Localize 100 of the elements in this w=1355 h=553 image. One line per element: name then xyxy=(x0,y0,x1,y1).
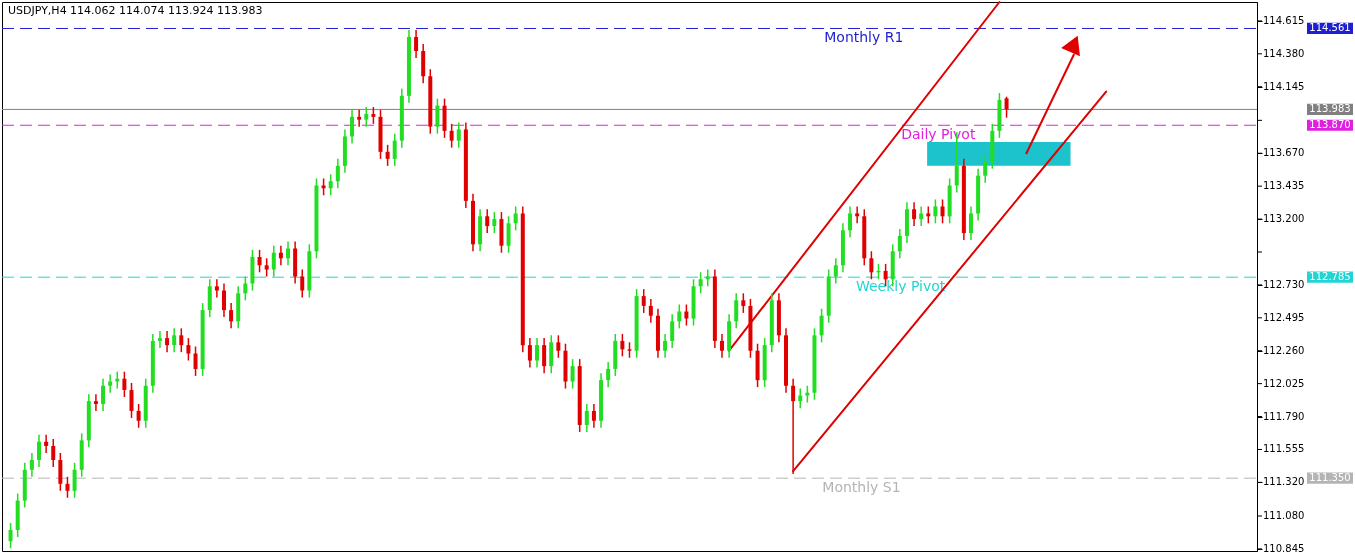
candlestick xyxy=(527,337,532,369)
candlestick xyxy=(179,327,184,353)
y-tick-label: 114.380 xyxy=(1263,47,1305,59)
ref-line-label: Monthly R1 xyxy=(824,29,904,46)
candlestick xyxy=(122,370,127,398)
candlestick xyxy=(264,257,269,278)
candlestick xyxy=(620,333,625,358)
candlestick xyxy=(93,393,98,412)
candlestick xyxy=(37,434,42,468)
candlestick xyxy=(549,334,554,374)
y-tick-label: 111.320 xyxy=(1263,476,1305,488)
candlestick xyxy=(435,97,440,135)
candlestick xyxy=(101,377,106,412)
candlestick xyxy=(193,345,198,377)
candlestick xyxy=(357,109,362,128)
candlestick xyxy=(172,327,177,353)
candlestick xyxy=(670,313,675,349)
candlestick xyxy=(912,201,917,227)
y-tick-label: 113.200 xyxy=(1263,213,1305,225)
candlestick xyxy=(933,198,938,225)
candlestick xyxy=(648,298,653,324)
candlestick xyxy=(165,330,170,353)
y-tick-label: 111.790 xyxy=(1263,410,1305,422)
candlestick xyxy=(456,121,461,149)
candlestick xyxy=(29,452,34,478)
candlestick xyxy=(364,106,369,128)
candlestick xyxy=(535,337,540,369)
candlestick xyxy=(506,215,511,254)
candlestick xyxy=(663,333,668,359)
candlestick xyxy=(968,205,973,241)
candlestick xyxy=(257,249,262,274)
y-tick-label: 114.615 xyxy=(1263,14,1305,26)
candlestick xyxy=(335,158,340,190)
candlestick xyxy=(65,476,70,499)
candlestick xyxy=(44,434,49,454)
y-tick-label: 114.145 xyxy=(1263,80,1305,92)
candlestick xyxy=(108,373,113,394)
candlestick xyxy=(350,109,355,145)
candlestick xyxy=(243,275,248,302)
candlestick xyxy=(72,462,77,499)
candlestick xyxy=(741,292,746,314)
text: 114.561 xyxy=(1309,22,1351,34)
candlestick xyxy=(556,334,561,359)
candlestick xyxy=(58,452,63,492)
candlestick xyxy=(919,205,924,227)
candlestick xyxy=(734,292,739,330)
candlestick xyxy=(300,268,305,299)
candlestick xyxy=(833,257,838,285)
candlestick xyxy=(698,271,703,295)
y-tick-label: 113.670 xyxy=(1263,147,1305,159)
candlestick xyxy=(855,205,860,225)
candlestick xyxy=(513,205,518,232)
y-tick-label: 113.435 xyxy=(1263,180,1305,192)
candlestick xyxy=(157,330,162,349)
y-tick-label: 112.730 xyxy=(1263,278,1305,290)
candlestick xyxy=(51,438,56,468)
candlestick xyxy=(719,333,724,359)
candlestick xyxy=(641,288,646,314)
candlestick xyxy=(271,244,276,278)
candlestick xyxy=(207,278,212,318)
text: 113.983 xyxy=(1309,103,1351,115)
candlestick xyxy=(570,358,575,390)
text: 112.785 xyxy=(1309,271,1351,283)
ref-line-label: Monthly S1 xyxy=(822,479,901,496)
candlestick xyxy=(542,337,547,374)
candlestick xyxy=(328,173,333,197)
candlestick xyxy=(684,303,689,327)
text: 113.870 xyxy=(1309,119,1351,131)
text: 111.350 xyxy=(1309,472,1351,484)
ref-line-label: Weekly Pivot xyxy=(855,278,946,295)
candlestick xyxy=(677,303,682,330)
candlestick xyxy=(1004,95,1009,119)
candlestick xyxy=(798,387,803,409)
candlestick xyxy=(414,29,419,59)
candlestick xyxy=(606,361,611,388)
candlestick xyxy=(385,144,390,167)
candlestick xyxy=(214,278,219,299)
y-tick-label: 111.080 xyxy=(1263,509,1305,521)
candlestick xyxy=(492,211,497,234)
candlestick xyxy=(136,403,141,429)
candlestick xyxy=(392,132,397,167)
candlestick xyxy=(940,198,945,225)
chart-title: USDJPY,H4 114.062 114.074 113.924 113.983 xyxy=(8,4,263,17)
candlestick xyxy=(897,228,902,260)
candlestick xyxy=(221,282,226,318)
candlestick xyxy=(286,240,291,267)
candlestick xyxy=(229,302,234,330)
candlestick xyxy=(591,403,596,429)
ref-line-label: Daily Pivot xyxy=(901,126,976,143)
candlestick xyxy=(186,337,191,362)
candlestick xyxy=(848,205,853,239)
candlestick xyxy=(485,208,490,234)
y-tick-label: 111.555 xyxy=(1263,443,1305,455)
y-tick-label: 112.260 xyxy=(1263,344,1305,356)
candlestick xyxy=(819,307,824,344)
y-tick-label: 110.845 xyxy=(1263,542,1305,553)
candlestick xyxy=(869,250,874,281)
candlestick xyxy=(8,522,13,549)
candlestick xyxy=(983,153,988,184)
candlestick xyxy=(449,123,454,149)
